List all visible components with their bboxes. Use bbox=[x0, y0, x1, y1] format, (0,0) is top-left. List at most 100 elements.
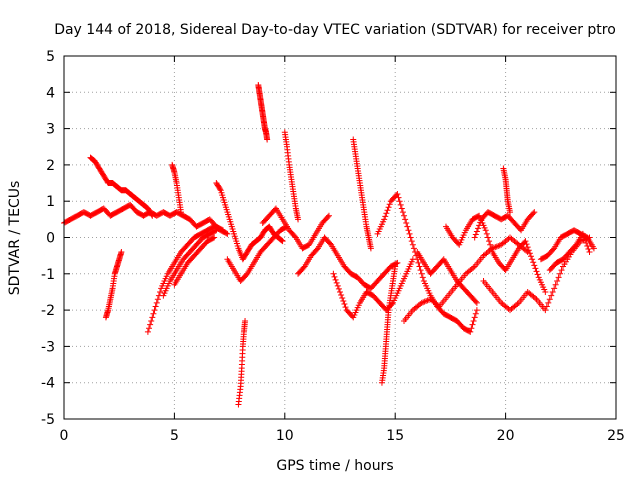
data-point bbox=[330, 270, 337, 277]
data-point bbox=[530, 259, 537, 266]
series-spike-13h bbox=[350, 136, 374, 252]
data-point bbox=[213, 227, 220, 234]
series-spike-2h bbox=[102, 249, 125, 321]
data-point bbox=[341, 301, 348, 308]
x-tick-label: 15 bbox=[386, 428, 404, 444]
data-point bbox=[338, 291, 345, 298]
data-point bbox=[152, 303, 159, 310]
data-point bbox=[295, 216, 302, 223]
data-point bbox=[488, 245, 495, 252]
data-point bbox=[545, 299, 552, 306]
data-point bbox=[383, 210, 390, 217]
data-point bbox=[401, 212, 408, 219]
data-point bbox=[552, 281, 559, 288]
data-point bbox=[404, 223, 411, 230]
data-point bbox=[334, 282, 341, 289]
data-point bbox=[471, 314, 478, 321]
series-track-l bbox=[401, 234, 531, 324]
data-point bbox=[144, 328, 151, 335]
data-point bbox=[399, 209, 406, 216]
data-point bbox=[324, 213, 331, 220]
data-point bbox=[579, 230, 586, 237]
data-point bbox=[398, 205, 405, 212]
series-track-d bbox=[160, 227, 220, 299]
data-point bbox=[403, 219, 410, 226]
x-tick-label: 5 bbox=[170, 428, 179, 444]
series-track-k bbox=[374, 190, 480, 335]
data-point bbox=[493, 243, 500, 250]
data-point bbox=[382, 213, 389, 220]
data-point bbox=[423, 298, 430, 305]
data-point bbox=[476, 222, 483, 229]
x-tick-label: 0 bbox=[60, 428, 69, 444]
data-point bbox=[554, 278, 561, 285]
series-track-r bbox=[546, 230, 593, 274]
data-point bbox=[420, 299, 427, 306]
grid bbox=[64, 56, 616, 419]
data-point bbox=[367, 245, 374, 252]
data-point bbox=[421, 298, 428, 305]
data-point bbox=[468, 325, 475, 332]
data-point bbox=[546, 296, 553, 303]
data-point bbox=[386, 201, 393, 208]
y-tick-label: 1 bbox=[46, 194, 55, 210]
series-track-c bbox=[144, 223, 231, 335]
data-point bbox=[472, 310, 479, 317]
series-track-b bbox=[87, 154, 156, 219]
data-point bbox=[492, 244, 499, 251]
data-point bbox=[150, 310, 157, 317]
data-point bbox=[394, 190, 401, 197]
data-point bbox=[434, 302, 441, 309]
data-point bbox=[534, 271, 541, 278]
data-point bbox=[242, 317, 249, 324]
data-point bbox=[523, 241, 530, 248]
data-point bbox=[473, 228, 480, 235]
data-point bbox=[397, 201, 404, 208]
data-point bbox=[224, 230, 231, 237]
data-point bbox=[585, 245, 592, 252]
data-point bbox=[327, 240, 334, 247]
data-point bbox=[531, 209, 538, 216]
data-point bbox=[473, 307, 480, 314]
data-point bbox=[408, 238, 415, 245]
data-point bbox=[335, 285, 342, 292]
series-spike-10h bbox=[281, 129, 302, 223]
data-point bbox=[470, 317, 477, 324]
data-point bbox=[586, 249, 593, 256]
data-point bbox=[483, 230, 490, 237]
data-points bbox=[61, 82, 597, 408]
data-point bbox=[406, 230, 413, 237]
series-spike-14.5h bbox=[378, 263, 399, 386]
data-point bbox=[402, 216, 409, 223]
data-point bbox=[151, 307, 158, 314]
data-point bbox=[551, 285, 558, 292]
data-point bbox=[495, 242, 502, 249]
data-point bbox=[394, 259, 401, 266]
series-spike-9h bbox=[255, 82, 271, 143]
series-track-h bbox=[259, 205, 332, 252]
data-point bbox=[211, 234, 218, 241]
data-point bbox=[342, 304, 349, 311]
data-point bbox=[243, 272, 250, 279]
data-point bbox=[384, 207, 391, 214]
data-point bbox=[418, 299, 425, 306]
data-point bbox=[426, 296, 433, 303]
data-point bbox=[407, 234, 414, 241]
data-point bbox=[472, 298, 479, 305]
data-point bbox=[212, 227, 219, 234]
x-tick-label: 25 bbox=[607, 428, 625, 444]
data-point bbox=[217, 186, 224, 193]
data-point bbox=[572, 242, 579, 249]
series-track-g bbox=[224, 223, 291, 285]
data-point bbox=[542, 288, 549, 295]
data-point bbox=[278, 237, 285, 244]
data-point bbox=[584, 242, 591, 249]
data-point bbox=[223, 230, 230, 237]
data-point bbox=[148, 211, 155, 218]
data-point bbox=[409, 241, 416, 248]
data-point bbox=[542, 307, 549, 314]
series-spike-20h bbox=[500, 165, 514, 216]
data-point bbox=[525, 247, 532, 254]
